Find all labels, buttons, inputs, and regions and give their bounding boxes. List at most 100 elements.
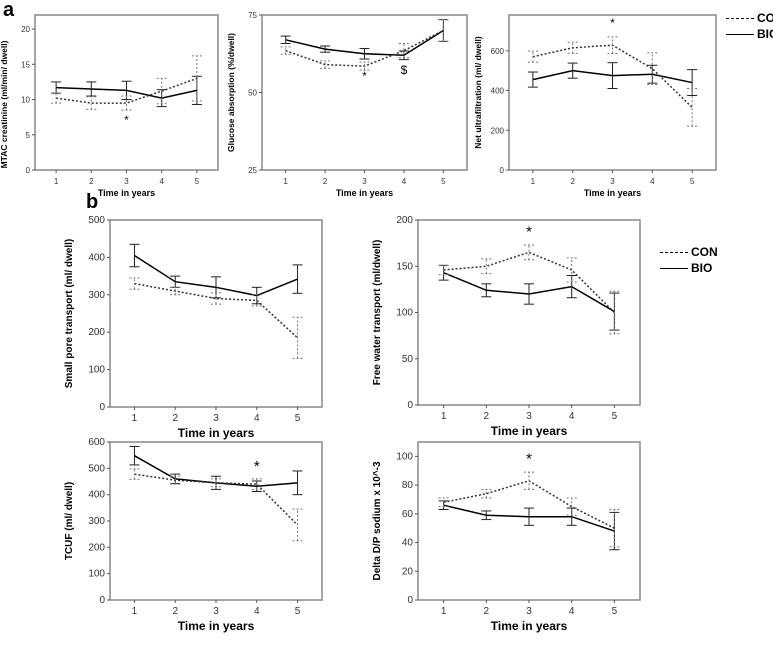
x-tick-label: 4 [254,606,260,617]
legend-bio: BIO [660,260,718,276]
plot-frame [109,441,323,601]
error-bar-bio [687,69,698,96]
y-axis-label: Small pore transport (ml/ dwell) [64,239,75,388]
x-tick-label: 1 [283,177,288,186]
dashed-line-swatch [660,251,688,253]
error-bar-con [609,290,620,335]
y-tick-label: 100 [396,451,413,462]
y-axis-label: Glucose absorption (%/dwell) [226,33,236,152]
y-tick-label: 100 [396,308,413,319]
y-tick-label: 500 [88,215,105,226]
y-tick-label: 20 [402,566,414,577]
error-bar-con [647,52,658,86]
error-bar-con [211,478,221,488]
x-tick-label: 4 [569,411,575,422]
x-tick-label: 4 [650,177,655,186]
x-tick-label: 2 [172,413,178,424]
error-bar-con [251,294,262,307]
y-tick-label: 0 [99,402,105,413]
y-tick-label: 0 [99,595,105,606]
x-tick-label: 1 [132,606,138,617]
error-bar-con [524,244,534,261]
error-bar-con [129,277,140,290]
series-line-con [443,251,615,314]
error-bar-con [398,43,409,59]
y-tick-label: 15 [21,60,30,69]
x-axis-label: Time in years [491,619,568,633]
error-bar-con [609,509,620,548]
error-bar-con [438,497,449,508]
y-tick-label: 600 [491,47,505,56]
x-tick-label: 1 [531,177,536,186]
error-bar-bio [359,47,370,60]
x-axis-label: Time in years [98,188,155,198]
error-bar-con [524,471,534,490]
x-tick-label: 1 [132,413,138,424]
error-bar-con [156,77,167,105]
y-tick-label: 200 [88,327,105,338]
x-tick-label: 5 [441,177,446,186]
x-tick-label: 4 [159,177,164,186]
error-bar-bio [527,71,538,88]
x-tick-label: 5 [690,177,695,186]
chart-5: 0 50 100 150 200 1 2 3 4 5 Time in years Free water… [372,215,641,438]
y-tick-label: 0 [26,166,31,175]
significance-marker: * [362,69,367,83]
error-bar-con [566,497,577,516]
chart-2: 25 50 75 1 2 3 4 5 Time in years Glucose absorpti… [226,11,468,198]
error-bar-bio [524,283,534,305]
legend-bio: BIO [726,26,773,42]
error-bar-bio [607,62,618,90]
solid-line-swatch [726,33,754,35]
error-bar-con [438,264,449,276]
error-bar-con [191,55,202,102]
plot-frame [508,14,717,171]
y-tick-label: 200 [396,215,413,226]
x-tick-label: 1 [54,177,59,186]
error-bar-bio [86,81,97,97]
x-tick-label: 3 [213,606,219,617]
x-tick-label: 3 [213,413,219,424]
x-tick-label: 5 [295,413,301,424]
error-bar-con [292,508,303,542]
y-tick-label: 25 [248,166,257,175]
y-tick-label: 100 [88,365,105,376]
y-tick-label: 200 [491,126,505,135]
y-tick-label: 75 [248,11,257,20]
error-bar-con [292,316,303,359]
x-tick-label: 5 [612,411,618,422]
error-bar-bio [567,62,578,79]
x-tick-label: 3 [526,411,532,422]
y-tick-label: 600 [88,437,105,448]
error-bar-con [438,19,449,42]
y-axis-label: Free water transport (ml/dwell) [372,240,383,386]
y-tick-label: 400 [88,490,105,501]
error-bar-bio [320,45,331,53]
x-tick-label: 3 [610,177,615,186]
chart-6: 0 100 200 300 400 500 600 1 2 3 4 5 Time in years TCU… [64,437,323,633]
x-tick-label: 1 [441,411,447,422]
y-tick-label: 200 [88,542,105,553]
error-bar-con [211,292,221,305]
error-bar-con [251,478,262,490]
chart-3: 0 200 400 600 1 2 3 4 5 Time in years Net ultrafil… [473,14,717,198]
error-bar-con [566,257,577,283]
y-tick-label: 50 [248,89,257,98]
chart-4: 0 100 200 300 400 500 1 2 3 4 5 Time in years Small … [64,215,323,440]
significance-marker: * [526,451,532,468]
plot-frame [109,219,323,408]
error-bar-con [481,258,492,275]
error-bar-con [320,60,331,69]
error-bar-con [121,95,132,111]
error-bar-con [51,92,62,104]
legend-bio-label: BIO [757,27,773,41]
y-tick-label: 80 [402,480,414,491]
x-tick-label: 4 [402,177,407,186]
y-tick-label: 5 [26,131,31,140]
series-line-con [56,77,198,104]
x-tick-label: 5 [195,177,200,186]
significance-marker: * [124,113,129,127]
y-tick-label: 40 [402,538,414,549]
x-tick-label: 2 [484,606,490,617]
